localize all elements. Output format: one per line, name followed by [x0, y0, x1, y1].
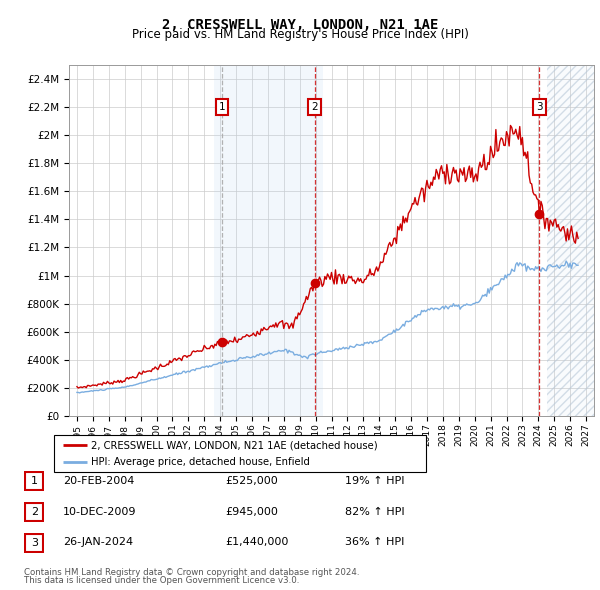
FancyBboxPatch shape [54, 435, 426, 472]
Bar [547, 65, 594, 416]
Text: £525,000: £525,000 [225, 476, 278, 486]
Text: 1: 1 [219, 102, 226, 112]
Text: 3: 3 [31, 538, 38, 548]
Text: 2, CRESSWELL WAY, LONDON, N21 1AE (detached house): 2, CRESSWELL WAY, LONDON, N21 1AE (detac… [91, 440, 378, 450]
Text: HPI: Average price, detached house, Enfield: HPI: Average price, detached house, Enfi… [91, 457, 310, 467]
Text: 19% ↑ HPI: 19% ↑ HPI [345, 476, 404, 486]
Text: 82% ↑ HPI: 82% ↑ HPI [345, 507, 404, 516]
Text: 26-JAN-2024: 26-JAN-2024 [63, 537, 133, 547]
FancyBboxPatch shape [25, 503, 43, 521]
Text: 2: 2 [31, 507, 38, 517]
Bar [214, 65, 323, 416]
Text: 2, CRESSWELL WAY, LONDON, N21 1AE: 2, CRESSWELL WAY, LONDON, N21 1AE [162, 18, 438, 32]
Text: 3: 3 [536, 102, 543, 112]
Bar [547, 65, 594, 416]
FancyBboxPatch shape [25, 473, 43, 490]
Text: £945,000: £945,000 [225, 507, 278, 516]
Text: 36% ↑ HPI: 36% ↑ HPI [345, 537, 404, 547]
Text: This data is licensed under the Open Government Licence v3.0.: This data is licensed under the Open Gov… [24, 576, 299, 585]
Text: 10-DEC-2009: 10-DEC-2009 [63, 507, 137, 516]
FancyBboxPatch shape [25, 534, 43, 552]
Text: £1,440,000: £1,440,000 [225, 537, 289, 547]
Text: 2: 2 [311, 102, 318, 112]
Text: Price paid vs. HM Land Registry's House Price Index (HPI): Price paid vs. HM Land Registry's House … [131, 28, 469, 41]
Text: Contains HM Land Registry data © Crown copyright and database right 2024.: Contains HM Land Registry data © Crown c… [24, 568, 359, 577]
Text: 20-FEB-2004: 20-FEB-2004 [63, 476, 134, 486]
Text: 1: 1 [31, 477, 38, 486]
